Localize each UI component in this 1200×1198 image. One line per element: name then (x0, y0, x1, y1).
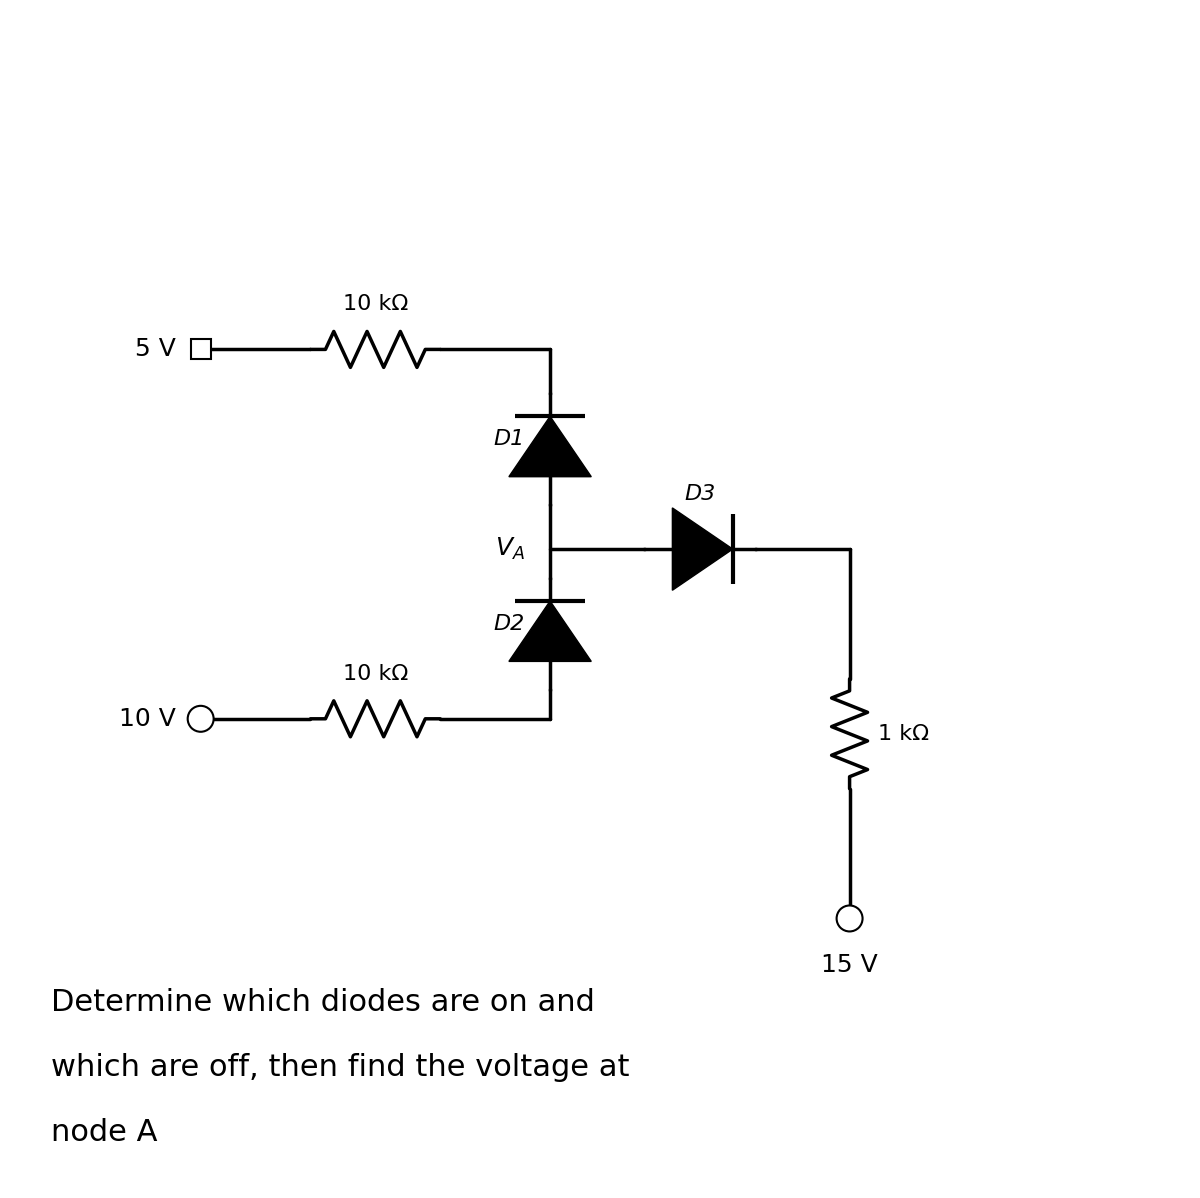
Text: D3: D3 (684, 484, 715, 504)
Circle shape (187, 706, 214, 732)
Bar (191, 339, 211, 359)
Text: D2: D2 (494, 613, 526, 634)
Text: 5 V: 5 V (134, 338, 175, 362)
Text: Determine which diodes are on and: Determine which diodes are on and (50, 988, 595, 1017)
Text: 10 V: 10 V (119, 707, 175, 731)
Polygon shape (509, 417, 592, 477)
Text: 10 kΩ: 10 kΩ (343, 295, 408, 314)
Text: 1 kΩ: 1 kΩ (877, 724, 929, 744)
Text: 10 kΩ: 10 kΩ (343, 664, 408, 684)
Text: node A: node A (50, 1118, 157, 1148)
Text: which are off, then find the voltage at: which are off, then find the voltage at (50, 1053, 630, 1082)
Text: $V_A$: $V_A$ (496, 536, 526, 562)
Polygon shape (672, 508, 733, 591)
Polygon shape (509, 601, 592, 661)
Text: 15 V: 15 V (821, 954, 878, 978)
Text: D1: D1 (494, 429, 526, 449)
Circle shape (836, 906, 863, 932)
